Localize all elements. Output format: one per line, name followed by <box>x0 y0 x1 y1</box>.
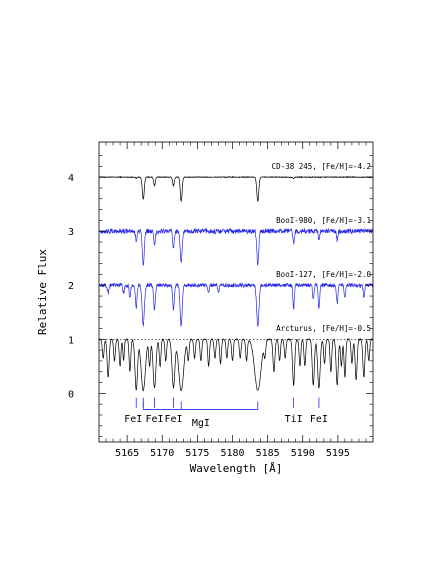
x-tick-label: 5170 <box>150 448 174 459</box>
x-tick-label: 5190 <box>291 448 315 459</box>
plot-frame <box>98 141 374 443</box>
x-tick-label: 5175 <box>185 448 209 459</box>
series-label: CD-38 245, [Fe/H]=-4.2 <box>272 162 371 171</box>
x-tick-label: 5165 <box>115 448 139 459</box>
x-tick-label: 5185 <box>256 448 280 459</box>
y-tick-label: 3 <box>68 227 74 238</box>
line-id-label: FeI <box>164 414 182 425</box>
spectra-layer <box>98 175 374 392</box>
line-id-label: FeI <box>145 414 163 425</box>
spectrum-line <box>98 175 374 203</box>
y-tick-label: 4 <box>68 173 74 184</box>
spectrum-line <box>98 337 374 392</box>
series-label: BooI-127, [Fe/H]=-2.0 <box>276 270 371 279</box>
line-id-label: FeI <box>124 414 142 425</box>
y-axis-title: Relative Flux <box>36 249 49 335</box>
line-id-label: FeI <box>310 414 328 425</box>
y-tick-label: 1 <box>68 335 74 346</box>
series-label-layer: CD-38 245, [Fe/H]=-4.2 BooI-980, [Fe/H]=-… <box>272 162 372 333</box>
line-identification-layer: FeI FeI FeI MgI TiI FeI <box>124 397 328 429</box>
series-label: BooI-980, [Fe/H]=-3.1 <box>276 216 371 225</box>
x-axis-title: Wavelength [Å] <box>190 462 283 475</box>
axis-ticks-layer: 5165 5170 5175 5180 5185 5190 5195 0 1 2 3 4 <box>68 142 373 459</box>
y-tick-label: 0 <box>68 389 74 400</box>
spectrum-line <box>98 282 374 328</box>
line-id-label: MgI <box>192 418 210 429</box>
x-tick-label: 5195 <box>326 448 350 459</box>
y-tick-label: 2 <box>68 281 74 292</box>
series-label: Arcturus, [Fe/H]=-0.5 <box>276 324 371 333</box>
line-id-label: TiI <box>285 414 303 425</box>
x-tick-label: 5180 <box>220 448 244 459</box>
spectrum-line <box>98 227 374 266</box>
